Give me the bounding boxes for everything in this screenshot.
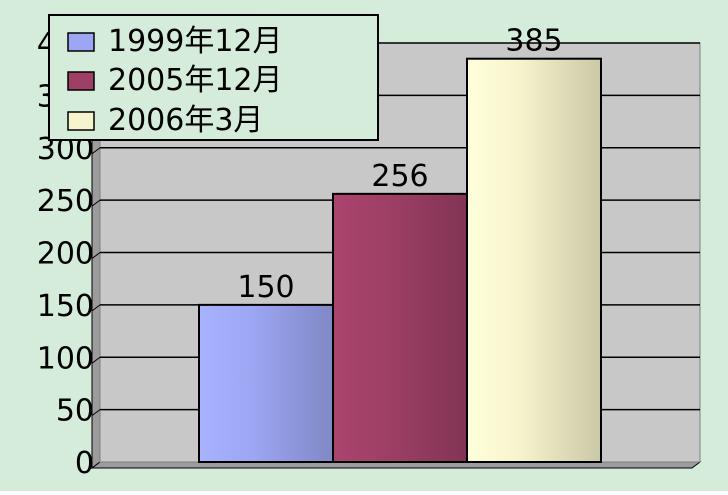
y-tick-label: 250 [37,184,94,219]
legend-label-2005: 2005年12月 [108,63,283,98]
bars [198,57,602,464]
y-tick-label: 150 [37,289,94,324]
data-label: 150 [237,270,294,305]
legend-swatch-2005 [67,71,95,91]
gridline-side [91,304,101,312]
legend-box [48,14,379,141]
data-label: 385 [505,24,562,59]
data-labels: 150 256 385 [237,24,562,305]
gridline-side [91,147,101,155]
y-tick-label: 50 [56,394,94,429]
gridline-side [91,409,101,417]
gridline-side [91,252,101,259]
gridline-side [91,356,101,364]
legend-swatch-2006 [67,111,95,131]
legend: 1999年12月 2005年12月 2006年3月 [48,14,379,141]
bar-1 [198,303,334,463]
legend-swatch-1999 [67,32,95,52]
legend-label-1999: 1999年12月 [108,24,283,59]
bar-2 [332,192,468,463]
data-label: 256 [371,159,428,194]
bar-3 [466,57,602,464]
legend-label-2006: 2006年3月 [108,103,263,138]
y-tick-label: 0 [75,446,94,481]
gridline-side [91,199,101,207]
y-tick-label: 100 [37,341,94,376]
y-tick-label: 200 [37,237,94,272]
